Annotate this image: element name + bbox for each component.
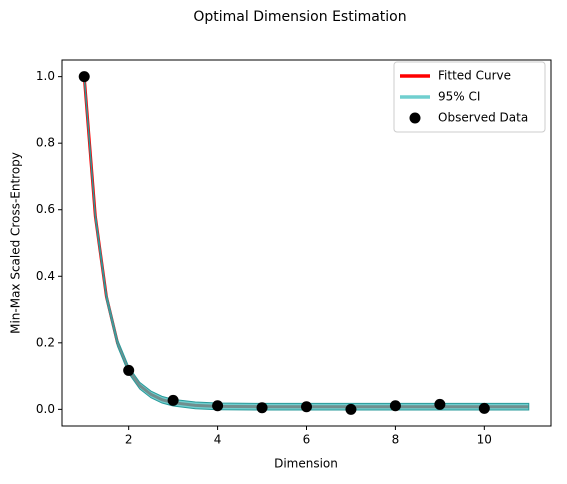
x-tick-label: 4 bbox=[214, 433, 222, 447]
data-point bbox=[123, 364, 135, 376]
axes-frame bbox=[61, 59, 552, 427]
data-point bbox=[256, 402, 268, 414]
x-axis-label: Dimension bbox=[274, 457, 338, 471]
legend-label: Fitted Curve bbox=[438, 69, 511, 83]
x-tick-label: 2 bbox=[125, 433, 133, 447]
data-point bbox=[478, 402, 490, 414]
y-tick-label: 1.0 bbox=[36, 69, 55, 83]
legend-box bbox=[393, 61, 546, 133]
data-point bbox=[434, 398, 446, 410]
legend-marker bbox=[409, 112, 421, 124]
data-point bbox=[301, 401, 312, 413]
y-tick-label: 0.2 bbox=[36, 335, 55, 349]
legend-label: 95% CI bbox=[438, 90, 480, 104]
x-tick-label: 6 bbox=[303, 433, 311, 447]
data-point bbox=[212, 400, 224, 412]
x-tick-label: 8 bbox=[392, 433, 400, 447]
data-point bbox=[345, 403, 357, 415]
y-tick-label: 0.0 bbox=[36, 402, 55, 416]
legend-label: Observed Data bbox=[438, 111, 528, 125]
x-tick-label: 10 bbox=[477, 433, 492, 447]
y-axis-label: Min-Max Scaled Cross-Entropy bbox=[9, 152, 23, 334]
chart-title: Optimal Dimension Estimation bbox=[193, 9, 406, 25]
data-point bbox=[389, 400, 401, 412]
ci-band bbox=[83, 73, 530, 411]
data-point bbox=[167, 394, 179, 406]
y-tick-label: 0.6 bbox=[36, 202, 55, 216]
y-tick-label: 0.8 bbox=[36, 136, 55, 150]
y-tick-label: 0.4 bbox=[36, 269, 55, 283]
data-point bbox=[78, 71, 90, 83]
